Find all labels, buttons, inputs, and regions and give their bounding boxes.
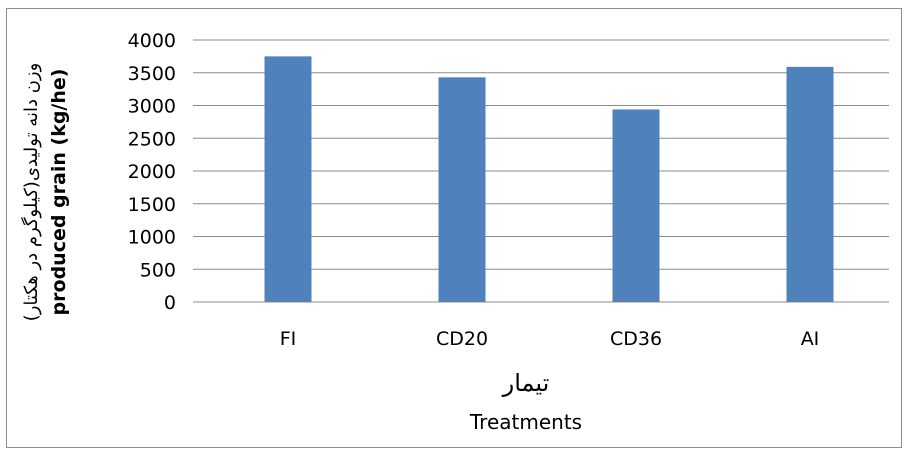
y-tick-label: 3000 <box>128 96 176 118</box>
y-axis-ticks: 0 500 1000 1500 2000 2500 3000 3500 4000 <box>128 30 176 314</box>
bar-chart: 0 500 1000 1500 2000 2500 3000 3500 4000 FI CD20 C… <box>20 30 889 434</box>
y-axis-title: produced grain (kg/he) <box>48 69 70 316</box>
x-tick-label: AI <box>801 328 820 350</box>
chart-frame: 0 500 1000 1500 2000 2500 3000 3500 4000 FI CD20 C… <box>6 8 902 448</box>
x-axis-title-persian: تیمار <box>502 369 550 397</box>
y-tick-label: 500 <box>140 259 176 281</box>
y-tick-label: 2000 <box>128 161 176 183</box>
x-tick-label: CD36 <box>610 328 662 350</box>
y-axis-title-persian: وزن دانه تولیدی(کیلوگرم در هکتار) <box>20 63 42 322</box>
x-axis-ticks: FI CD20 CD36 AI <box>280 328 820 350</box>
y-tick-label: 1500 <box>128 194 176 216</box>
bar-ai <box>786 66 834 302</box>
bar-fi <box>264 56 312 302</box>
x-axis-title: Treatments <box>469 410 582 434</box>
y-tick-label: 2500 <box>128 128 176 150</box>
x-tick-label: FI <box>280 328 297 350</box>
y-tick-label: 4000 <box>128 30 176 52</box>
y-tick-label: 3500 <box>128 63 176 85</box>
bars <box>264 56 834 303</box>
x-tick-label: CD20 <box>436 328 488 350</box>
bar-cd36 <box>612 109 660 303</box>
bar-cd20 <box>438 77 486 303</box>
y-tick-label: 0 <box>164 292 176 314</box>
y-tick-label: 1000 <box>128 227 176 249</box>
